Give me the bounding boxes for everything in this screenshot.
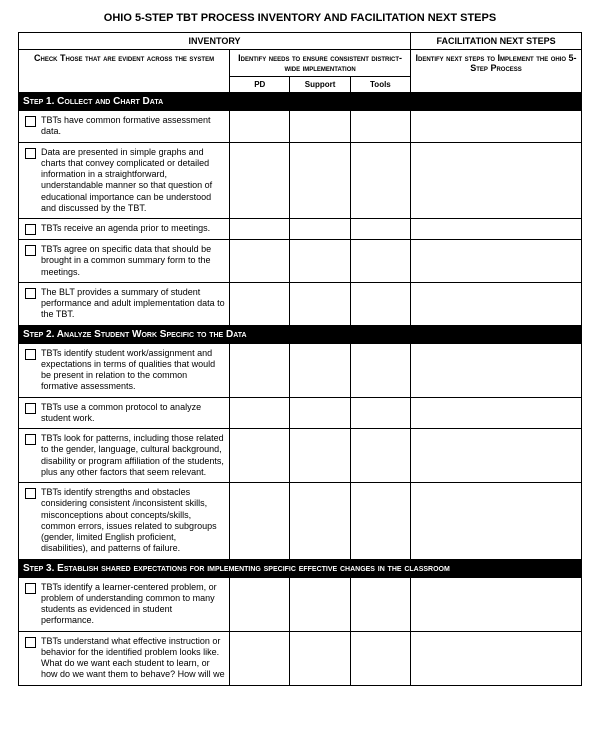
cell-support bbox=[290, 631, 350, 685]
item-text: TBTs agree on specific data that should … bbox=[41, 244, 225, 278]
inventory-table: INVENTORY FACILITATION NEXT STEPS Check … bbox=[18, 32, 582, 686]
header-pd: PD bbox=[230, 77, 290, 93]
cell-tools bbox=[350, 577, 410, 631]
table-row: TBTs identify a learner-centered problem… bbox=[19, 577, 582, 631]
item-text: TBTs understand what effective instructi… bbox=[41, 636, 225, 681]
step-1-title: Step 1. Collect and Chart Data bbox=[19, 93, 582, 111]
checkbox[interactable] bbox=[25, 116, 36, 127]
cell-next bbox=[411, 219, 582, 240]
document-title: OHIO 5-STEP TBT PROCESS INVENTORY AND FA… bbox=[18, 12, 582, 24]
cell-support bbox=[290, 282, 350, 325]
table-row: TBTs have common formative assessment da… bbox=[19, 111, 582, 143]
table-row: TBTs agree on specific data that should … bbox=[19, 240, 582, 283]
cell-tools bbox=[350, 429, 410, 483]
checkbox[interactable] bbox=[25, 488, 36, 499]
cell-pd bbox=[230, 219, 290, 240]
cell-support bbox=[290, 429, 350, 483]
header-inventory: INVENTORY bbox=[19, 33, 411, 50]
cell-pd bbox=[230, 631, 290, 685]
checkbox[interactable] bbox=[25, 583, 36, 594]
checkbox[interactable] bbox=[25, 349, 36, 360]
cell-pd bbox=[230, 577, 290, 631]
step-2-header: Step 2. Analyze Student Work Specific to… bbox=[19, 325, 582, 343]
cell-next bbox=[411, 343, 582, 397]
cell-next bbox=[411, 111, 582, 143]
table-row: Data are presented in simple graphs and … bbox=[19, 142, 582, 219]
header-row-2: Check Those that are evident across the … bbox=[19, 50, 582, 77]
cell-tools bbox=[350, 631, 410, 685]
item-text: The BLT provides a summary of student pe… bbox=[41, 287, 225, 321]
item-text: TBTs receive an agenda prior to meetings… bbox=[41, 223, 225, 234]
header-support: Support bbox=[290, 77, 350, 93]
step-3-title: Step 3. Establish shared expectations fo… bbox=[19, 559, 582, 577]
item-text: TBTs identify student work/assignment an… bbox=[41, 348, 225, 393]
header-check: Check Those that are evident across the … bbox=[19, 50, 230, 93]
item-text: TBTs identify a learner-centered problem… bbox=[41, 582, 225, 627]
header-facilitation: FACILITATION NEXT STEPS bbox=[411, 33, 582, 50]
item-text: TBTs have common formative assessment da… bbox=[41, 115, 225, 138]
table-row: TBTs receive an agenda prior to meetings… bbox=[19, 219, 582, 240]
cell-next bbox=[411, 577, 582, 631]
checkbox[interactable] bbox=[25, 403, 36, 414]
cell-support bbox=[290, 343, 350, 397]
header-tools: Tools bbox=[350, 77, 410, 93]
cell-tools bbox=[350, 240, 410, 283]
cell-next bbox=[411, 483, 582, 560]
cell-next bbox=[411, 142, 582, 219]
cell-next bbox=[411, 631, 582, 685]
cell-next bbox=[411, 429, 582, 483]
cell-tools bbox=[350, 397, 410, 429]
cell-support bbox=[290, 483, 350, 560]
cell-pd bbox=[230, 483, 290, 560]
step-2-title: Step 2. Analyze Student Work Specific to… bbox=[19, 325, 582, 343]
cell-pd bbox=[230, 111, 290, 143]
cell-tools bbox=[350, 219, 410, 240]
table-row: TBTs understand what effective instructi… bbox=[19, 631, 582, 685]
cell-tools bbox=[350, 282, 410, 325]
cell-tools bbox=[350, 142, 410, 219]
table-row: TBTs use a common protocol to analyze st… bbox=[19, 397, 582, 429]
cell-next bbox=[411, 282, 582, 325]
step-3-header: Step 3. Establish shared expectations fo… bbox=[19, 559, 582, 577]
cell-support bbox=[290, 111, 350, 143]
step-1-header: Step 1. Collect and Chart Data bbox=[19, 93, 582, 111]
cell-next bbox=[411, 397, 582, 429]
cell-pd bbox=[230, 429, 290, 483]
item-text: TBTs look for patterns, including those … bbox=[41, 433, 225, 478]
item-text: TBTs identify strengths and obstacles co… bbox=[41, 487, 225, 555]
checkbox[interactable] bbox=[25, 434, 36, 445]
header-nextsteps: Identify next steps to Implement the ohi… bbox=[411, 50, 582, 93]
cell-tools bbox=[350, 483, 410, 560]
cell-tools bbox=[350, 343, 410, 397]
cell-tools bbox=[350, 111, 410, 143]
header-identify: Identify needs to ensure consistent dist… bbox=[230, 50, 411, 77]
cell-support bbox=[290, 142, 350, 219]
cell-next bbox=[411, 240, 582, 283]
checkbox[interactable] bbox=[25, 288, 36, 299]
cell-support bbox=[290, 219, 350, 240]
cell-pd bbox=[230, 282, 290, 325]
table-row: TBTs identify strengths and obstacles co… bbox=[19, 483, 582, 560]
table-row: TBTs look for patterns, including those … bbox=[19, 429, 582, 483]
item-text: Data are presented in simple graphs and … bbox=[41, 147, 225, 215]
table-row: TBTs identify student work/assignment an… bbox=[19, 343, 582, 397]
cell-pd bbox=[230, 240, 290, 283]
table-row: The BLT provides a summary of student pe… bbox=[19, 282, 582, 325]
checkbox[interactable] bbox=[25, 148, 36, 159]
cell-pd bbox=[230, 397, 290, 429]
cell-support bbox=[290, 577, 350, 631]
cell-support bbox=[290, 240, 350, 283]
cell-pd bbox=[230, 343, 290, 397]
checkbox[interactable] bbox=[25, 637, 36, 648]
cell-support bbox=[290, 397, 350, 429]
checkbox[interactable] bbox=[25, 224, 36, 235]
cell-pd bbox=[230, 142, 290, 219]
checkbox[interactable] bbox=[25, 245, 36, 256]
item-text: TBTs use a common protocol to analyze st… bbox=[41, 402, 225, 425]
header-row-1: INVENTORY FACILITATION NEXT STEPS bbox=[19, 33, 582, 50]
